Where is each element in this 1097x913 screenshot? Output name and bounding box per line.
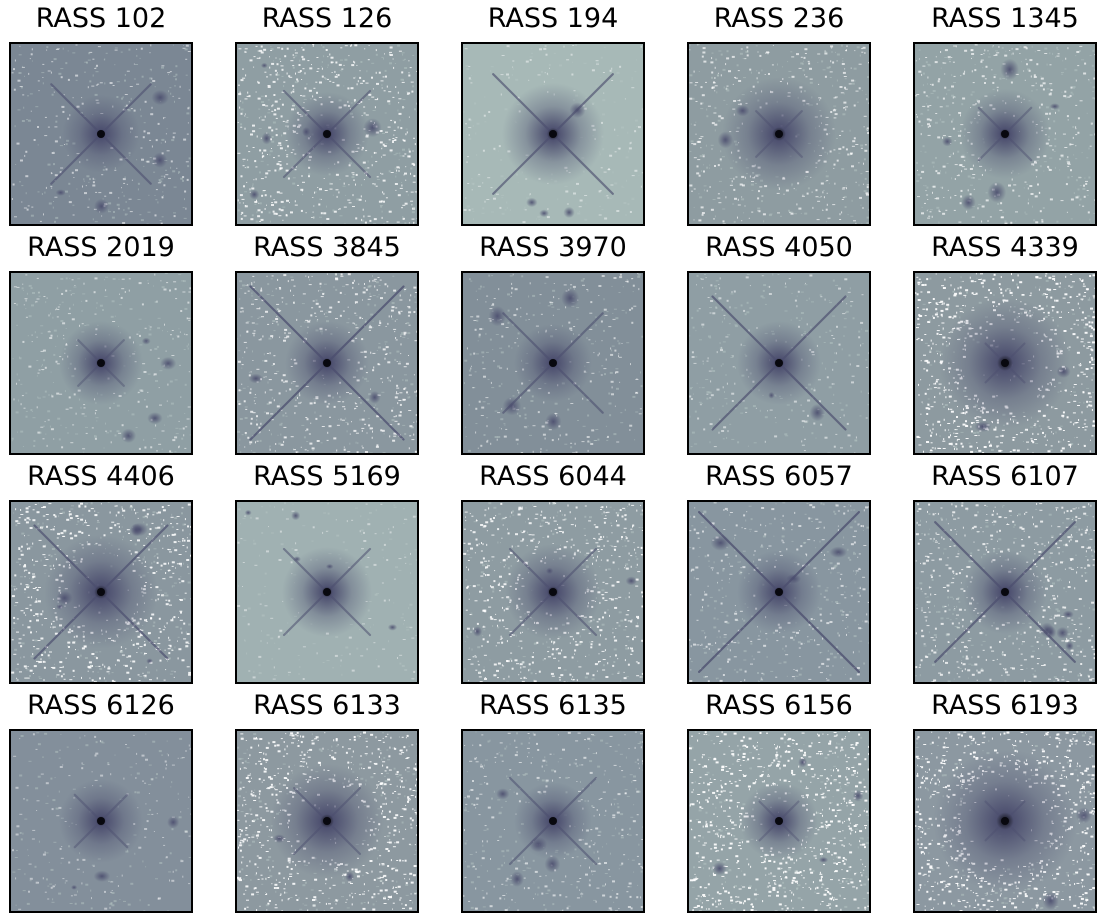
quasar-core <box>323 817 331 825</box>
image-panel: RASS 5169 <box>235 458 419 684</box>
source-image <box>913 500 1097 684</box>
source-image <box>461 729 645 913</box>
source-image <box>235 42 419 226</box>
source-image <box>235 500 419 684</box>
source-image <box>461 500 645 684</box>
source-image <box>461 271 645 455</box>
source-image <box>687 729 871 913</box>
quasar-core <box>775 359 783 367</box>
panel-title: RASS 4050 <box>667 231 891 265</box>
panel-title: RASS 3845 <box>215 231 439 265</box>
quasar-core <box>549 130 557 138</box>
panel-title: RASS 2019 <box>0 231 213 265</box>
quasar-core <box>775 130 783 138</box>
image-panel: RASS 6133 <box>235 687 419 913</box>
panel-title: RASS 102 <box>0 2 213 36</box>
quasar-core <box>97 588 105 596</box>
source-image <box>687 271 871 455</box>
quasar-core <box>1001 817 1009 825</box>
source-image <box>235 271 419 455</box>
source-image <box>9 500 193 684</box>
image-panel: RASS 6193 <box>913 687 1097 913</box>
image-panel: RASS 126 <box>235 0 419 226</box>
source-image <box>9 42 193 226</box>
image-panel: RASS 3970 <box>461 229 645 455</box>
image-panel: RASS 194 <box>461 0 645 226</box>
panel-title: RASS 126 <box>215 2 439 36</box>
panel-title: RASS 6135 <box>441 689 665 723</box>
quasar-core <box>97 817 105 825</box>
image-panel: RASS 6107 <box>913 458 1097 684</box>
image-panel: RASS 102 <box>9 0 193 226</box>
image-panel: RASS 6044 <box>461 458 645 684</box>
quasar-core <box>323 130 331 138</box>
source-image <box>461 42 645 226</box>
source-image <box>913 42 1097 226</box>
quasar-core <box>323 359 331 367</box>
quasar-core <box>775 817 783 825</box>
image-panel: RASS 6126 <box>9 687 193 913</box>
image-panel: RASS 6156 <box>687 687 871 913</box>
panel-title: RASS 236 <box>667 2 891 36</box>
panel-title: RASS 6133 <box>215 689 439 723</box>
quasar-core <box>1001 588 1009 596</box>
source-image <box>235 729 419 913</box>
panel-title: RASS 6057 <box>667 460 891 494</box>
source-image <box>687 42 871 226</box>
panel-title: RASS 6044 <box>441 460 665 494</box>
panel-title: RASS 6126 <box>0 689 213 723</box>
quasar-core <box>549 359 557 367</box>
image-panel: RASS 236 <box>687 0 871 226</box>
quasar-core <box>1001 130 1009 138</box>
panel-title: RASS 5169 <box>215 460 439 494</box>
source-image <box>913 729 1097 913</box>
panel-title: RASS 6193 <box>893 689 1097 723</box>
source-image <box>9 271 193 455</box>
panel-title: RASS 1345 <box>893 2 1097 36</box>
panel-title: RASS 194 <box>441 2 665 36</box>
image-panel: RASS 6057 <box>687 458 871 684</box>
quasar-core <box>323 588 331 596</box>
source-image <box>687 500 871 684</box>
image-panel: RASS 4339 <box>913 229 1097 455</box>
panel-title: RASS 4339 <box>893 231 1097 265</box>
source-image <box>9 729 193 913</box>
image-panel: RASS 4050 <box>687 229 871 455</box>
image-panel: RASS 1345 <box>913 0 1097 226</box>
quasar-core <box>97 359 105 367</box>
image-panel: RASS 4406 <box>9 458 193 684</box>
image-panel: RASS 3845 <box>235 229 419 455</box>
panel-title: RASS 3970 <box>441 231 665 265</box>
quasar-core <box>549 817 557 825</box>
panel-title: RASS 4406 <box>0 460 213 494</box>
panel-title: RASS 6107 <box>893 460 1097 494</box>
source-image <box>913 271 1097 455</box>
quasar-core <box>775 588 783 596</box>
panel-title: RASS 6156 <box>667 689 891 723</box>
image-panel: RASS 6135 <box>461 687 645 913</box>
quasar-core <box>97 130 105 138</box>
quasar-core <box>1001 359 1009 367</box>
image-panel: RASS 2019 <box>9 229 193 455</box>
quasar-core <box>549 588 557 596</box>
